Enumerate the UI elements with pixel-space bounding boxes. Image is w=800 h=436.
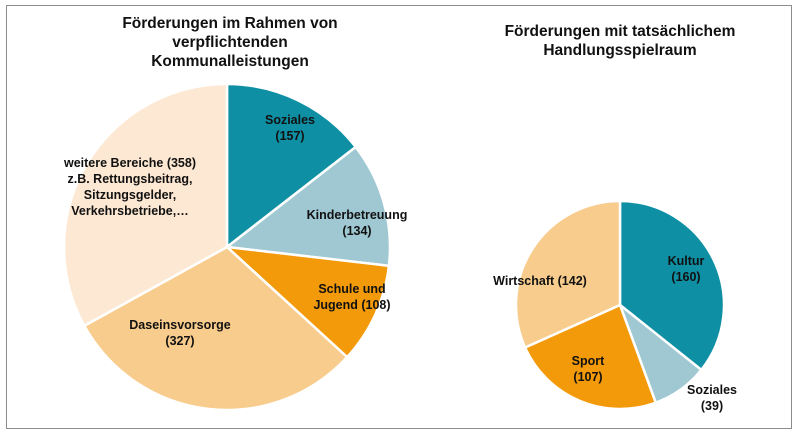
pie-2: Kultur (160) Soziales (39) Sport (107) Wirtsch… (493, 199, 737, 413)
slice-label: Daseinsvorsorge (327) (129, 318, 230, 348)
pie-1: Soziales (157) Kinderbetreuung (134) Schule … (62, 82, 408, 412)
slice-label: Soziales (157) (265, 113, 315, 143)
slice-label-line: Sitzungsgelder, (84, 188, 176, 202)
slice-label-line: Schule und (318, 282, 385, 296)
pie-slice-weitere-bereiche (62, 82, 229, 328)
pie-slice-soziales (225, 82, 357, 249)
slice-label-line: Kultur (668, 254, 705, 268)
slice-label-line: Jugend (108) (313, 298, 390, 312)
pie-slice-sport (523, 303, 657, 411)
slice-label-line: Soziales (265, 113, 315, 127)
pie-slice-wirtschaft (514, 199, 622, 349)
slice-label: Sport (107) (572, 354, 605, 384)
slice-label: Kinderbetreuung (134) (307, 208, 408, 238)
slice-label-line: Daseinsvorsorge (129, 318, 230, 332)
slice-label: Kultur (160) (668, 254, 705, 284)
slice-label-line: Sport (572, 354, 605, 368)
slice-label-line: (157) (275, 129, 304, 143)
slice-label-line: (327) (165, 334, 194, 348)
slice-label-line: Soziales (687, 383, 737, 397)
slice-label-line: z.B. Rettungsbeitrag, (67, 172, 192, 186)
slice-label: Schule und Jugend (108) (313, 282, 390, 312)
pie-slice-kultur (618, 199, 726, 372)
chart-title-left: Förderungen im Rahmen von verpflichtende… (122, 15, 338, 70)
slice-label-line: Wirtschaft (142) (493, 274, 587, 288)
slice-label: weitere Bereiche (358) z.B. Rettungsbeitr… (63, 156, 196, 218)
pie-slice-kinderbetreuung (225, 145, 392, 268)
slice-label-line: (39) (701, 399, 723, 413)
slice-label-line: Verkehrsbetriebe,… (71, 204, 188, 218)
slice-label-line: weitere Bereiche (358) (63, 156, 196, 170)
slice-label-line: (107) (573, 370, 602, 384)
pie-slice-schule-und-jugend (225, 245, 391, 359)
slice-label-line: (160) (671, 270, 700, 284)
slice-label-line: Kinderbetreuung (307, 208, 408, 222)
slice-label: Wirtschaft (142) (493, 274, 587, 288)
chart-title-right: Förderungen mit tatsächlichem Handlungss… (504, 23, 736, 59)
slice-label: Soziales (39) (687, 383, 737, 413)
pie-slice-daseinsvorsorge (83, 245, 349, 412)
slice-label-line: (134) (342, 224, 371, 238)
